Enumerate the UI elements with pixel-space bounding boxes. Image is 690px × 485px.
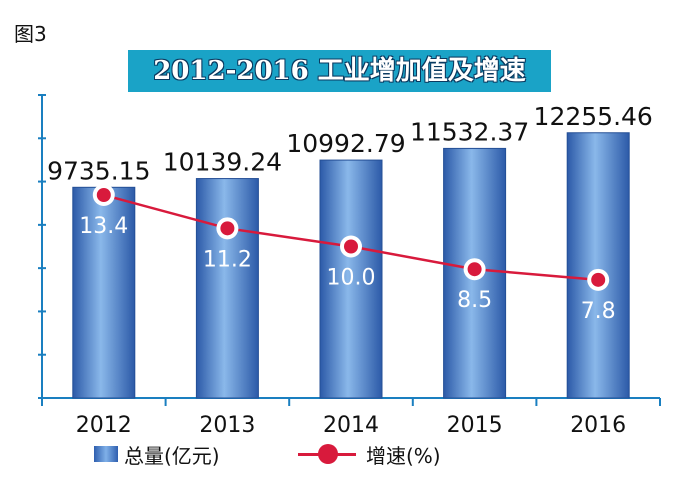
bar-value-label: 10992.79	[286, 129, 405, 158]
bar-value-label: 11532.37	[410, 117, 529, 146]
label-layer: 9735.15 2012 10139.24 2013 10992.79 2014 11532…	[47, 102, 653, 438]
figure-label: 图3	[14, 22, 47, 46]
growth-value-label: 11.2	[203, 247, 252, 272]
bar-value-label: 9735.15	[47, 156, 150, 185]
growth-point	[344, 239, 358, 254]
x-tick-label: 2014	[323, 413, 379, 438]
x-tick-label: 2012	[76, 413, 132, 438]
legend-dot-swatch	[318, 444, 338, 464]
line-layer	[92, 183, 610, 291]
growth-value-label: 7.8	[581, 299, 616, 324]
growth-point	[467, 262, 482, 277]
x-tick-label: 2016	[570, 413, 626, 438]
bar-value-label: 12255.46	[534, 102, 653, 131]
x-tick-label: 2013	[199, 413, 255, 438]
growth-value-label: 8.5	[457, 288, 492, 313]
title-banner	[128, 50, 551, 92]
legend-bar-swatch	[94, 446, 118, 462]
bar-2014	[319, 159, 383, 399]
legend-line-label: 增速(%)	[366, 444, 441, 468]
growth-value-label: 13.4	[79, 214, 128, 239]
growth-point	[96, 187, 111, 202]
axis-layer	[38, 94, 661, 406]
legend-bar-label: 总量(亿元)	[124, 444, 220, 468]
x-tick-label: 2015	[447, 413, 503, 438]
bar-2016	[566, 132, 630, 399]
bar-layer	[72, 132, 630, 399]
chart-title: 2012-2016 工业增加值及增速	[153, 56, 526, 86]
bar-value-label: 10139.24	[163, 148, 282, 177]
growth-point	[220, 221, 235, 236]
bar-2013	[195, 178, 259, 399]
growth-value-label: 10.0	[327, 266, 376, 291]
growth-point	[591, 272, 606, 287]
